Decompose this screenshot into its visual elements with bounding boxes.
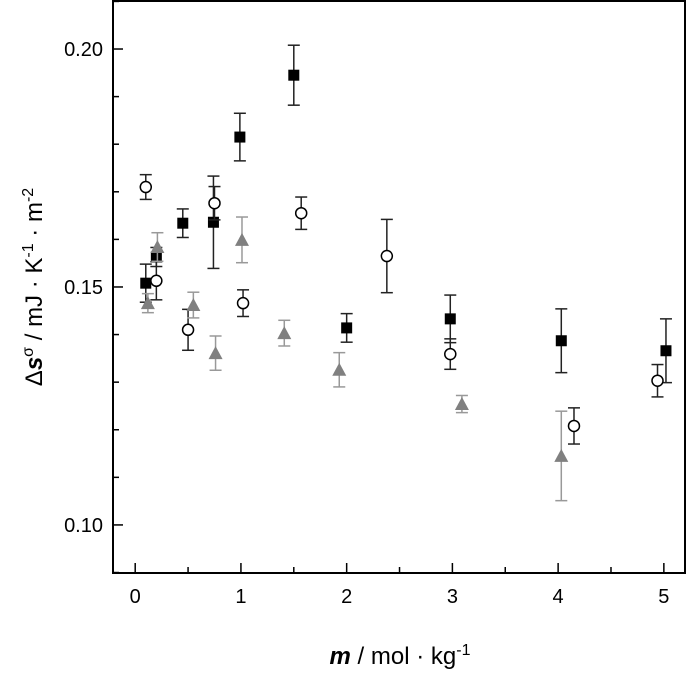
- y-tick-label: 0.20: [64, 39, 103, 61]
- x-tick-label: 1: [235, 586, 246, 608]
- x-tick-label: 0: [130, 586, 141, 608]
- x-tick-label: 3: [447, 586, 458, 608]
- data-point-circle: [150, 274, 163, 288]
- data-point-circle: [294, 206, 308, 220]
- data-point-square: [341, 322, 353, 334]
- data-point-triangle: [186, 298, 201, 312]
- y-tick-label: 0.10: [64, 515, 103, 537]
- data-point-circle: [380, 249, 394, 263]
- series-circle: [139, 173, 664, 445]
- data-point-circle: [567, 419, 581, 433]
- series-triangle: [140, 216, 569, 502]
- data-point-square: [288, 69, 300, 81]
- data-point-square: [660, 345, 672, 357]
- data-point-triangle: [332, 362, 347, 376]
- y-tick-label: 0.15: [64, 277, 103, 299]
- data-point-triangle: [277, 326, 292, 340]
- y-axis-label: Δsσ / mJ · K-1 · m-2: [20, 188, 48, 387]
- data-point-square: [150, 251, 162, 263]
- data-point-triangle: [140, 296, 155, 310]
- x-axis-label: m / mol · kg-1: [330, 642, 471, 670]
- data-point-triangle: [234, 232, 249, 246]
- data-point-square: [207, 216, 219, 228]
- data-point-square: [177, 217, 189, 229]
- data-point-circle: [651, 374, 664, 387]
- data-point-triangle: [554, 448, 569, 462]
- data-point-triangle: [208, 346, 223, 360]
- data-point-circle: [181, 323, 195, 337]
- data-point-square: [234, 131, 246, 143]
- data-point-circle: [236, 296, 250, 310]
- data-point-circle: [139, 180, 153, 194]
- data-point-triangle: [454, 397, 469, 411]
- x-tick-label: 4: [553, 586, 564, 608]
- plot-frame: [112, 0, 686, 574]
- data-point-square: [140, 277, 152, 289]
- data-point-circle: [444, 347, 457, 361]
- data-point-triangle: [150, 239, 165, 253]
- data-point-circle: [208, 196, 221, 210]
- x-tick-label: 2: [341, 586, 352, 608]
- data-point-square: [444, 313, 456, 325]
- series-square: [139, 44, 672, 384]
- x-tick-label: 5: [658, 586, 669, 608]
- data-point-square: [555, 335, 567, 347]
